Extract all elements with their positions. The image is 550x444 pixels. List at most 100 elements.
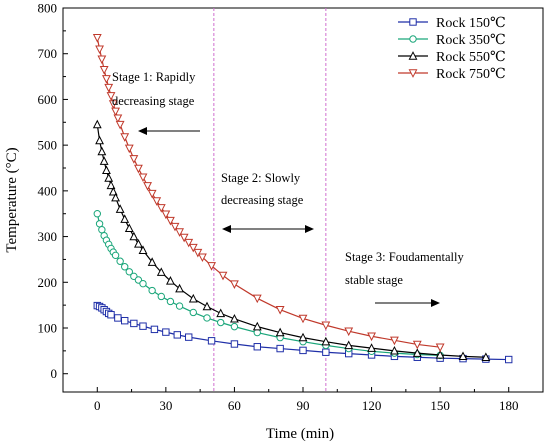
x-tick-label: 90 [297,398,310,413]
data-point [189,308,197,317]
data-point [156,204,166,213]
data-point [111,107,120,117]
data-point [230,280,239,290]
legend-marker [408,69,418,78]
data-point [125,268,133,276]
legend-item-rock-750: Rock 750℃ [398,67,506,82]
data-point [111,251,120,260]
data-point [253,343,261,351]
data-point [216,308,226,318]
data-point [124,223,134,233]
data-point [193,248,203,258]
stage-2-arrow-head-left [222,225,231,233]
data-point [203,314,211,322]
data-point [230,322,239,331]
y-axis-label: Temperature (°C) [4,147,20,252]
data-point [175,228,184,237]
y-tick-label: 800 [38,1,58,16]
data-point [207,337,216,345]
data-point [321,321,331,331]
data-point [98,226,106,234]
data-point [252,294,262,304]
data-point [99,156,109,165]
series-layer [92,34,513,364]
data-point [138,245,148,254]
x-tick-label: 60 [228,398,241,413]
x-tick-label: 150 [430,398,450,413]
y-tick-label: 400 [38,183,58,198]
data-point [129,155,139,164]
stage-1-arrow-head [138,127,147,135]
stage-3-annotation: Stage 3: Foudamentally stable stage [345,250,464,307]
data-point [108,186,118,196]
data-point [114,314,122,322]
data-point [298,314,308,324]
data-point [390,345,399,355]
data-point [107,311,115,319]
data-point [298,332,308,342]
data-point [97,146,107,156]
data-point [344,327,354,337]
legend-item-rock-150: Rock 150℃ [398,16,506,31]
data-point [412,348,422,357]
data-point [108,100,118,109]
legend-label: Rock 550℃ [436,50,506,65]
data-point [93,210,101,218]
data-point [130,319,138,328]
data-point [152,197,162,206]
data-point [134,238,143,248]
legend: Rock 150℃ Rock 350℃ Rock 550℃ Rock 750℃ [390,12,538,90]
data-point [184,238,194,248]
data-point [275,306,285,315]
data-point [116,257,124,265]
data-point [321,336,331,346]
data-point [95,45,104,55]
data-point [138,173,148,183]
y-tick-label: 100 [38,321,58,336]
data-point [179,233,189,243]
data-point [147,189,157,199]
series-rock-550 [92,119,491,361]
stage-3-line-1: Stage 3: Foudamentally [345,250,464,264]
data-point [412,340,422,350]
x-axis-ticks: 0 30 60 90 120 150 180 [62,387,544,413]
data-point [162,328,170,336]
data-point [230,313,239,323]
data-point [435,350,445,359]
data-point [147,257,157,266]
data-point [115,120,125,130]
y-tick-label: 300 [38,229,58,244]
data-point [104,173,114,182]
data-point [121,263,129,271]
data-point [134,164,143,174]
data-point [92,34,102,43]
legend-label: Rock 150℃ [436,16,506,31]
stage-2-arrow-head-right [305,225,314,233]
data-point [102,165,111,174]
y-tick-label: 600 [38,92,58,107]
y-tick-label: 200 [38,275,58,290]
data-point [299,346,307,355]
legend-marker [408,51,418,60]
data-point [166,276,175,285]
data-point [175,302,184,310]
stage-1-line-2: decreasing stage [112,94,195,108]
x-tick-label: 120 [362,398,382,413]
data-point [322,348,330,356]
data-point [217,318,225,327]
data-point [188,243,198,253]
data-point [99,66,109,75]
data-point [121,316,129,325]
data-point [367,332,376,342]
stage-2-annotation: Stage 2: Slowly decreasing stage [221,171,314,233]
data-point [207,262,216,271]
data-point [175,283,184,293]
data-point [390,336,399,346]
legend-item-rock-550: Rock 550℃ [398,50,506,65]
data-point [150,325,159,334]
data-point [166,216,175,226]
data-point [104,83,114,93]
legend-marker [409,35,417,43]
y-tick-label: 500 [38,138,58,153]
series-rock-150 [93,301,513,364]
